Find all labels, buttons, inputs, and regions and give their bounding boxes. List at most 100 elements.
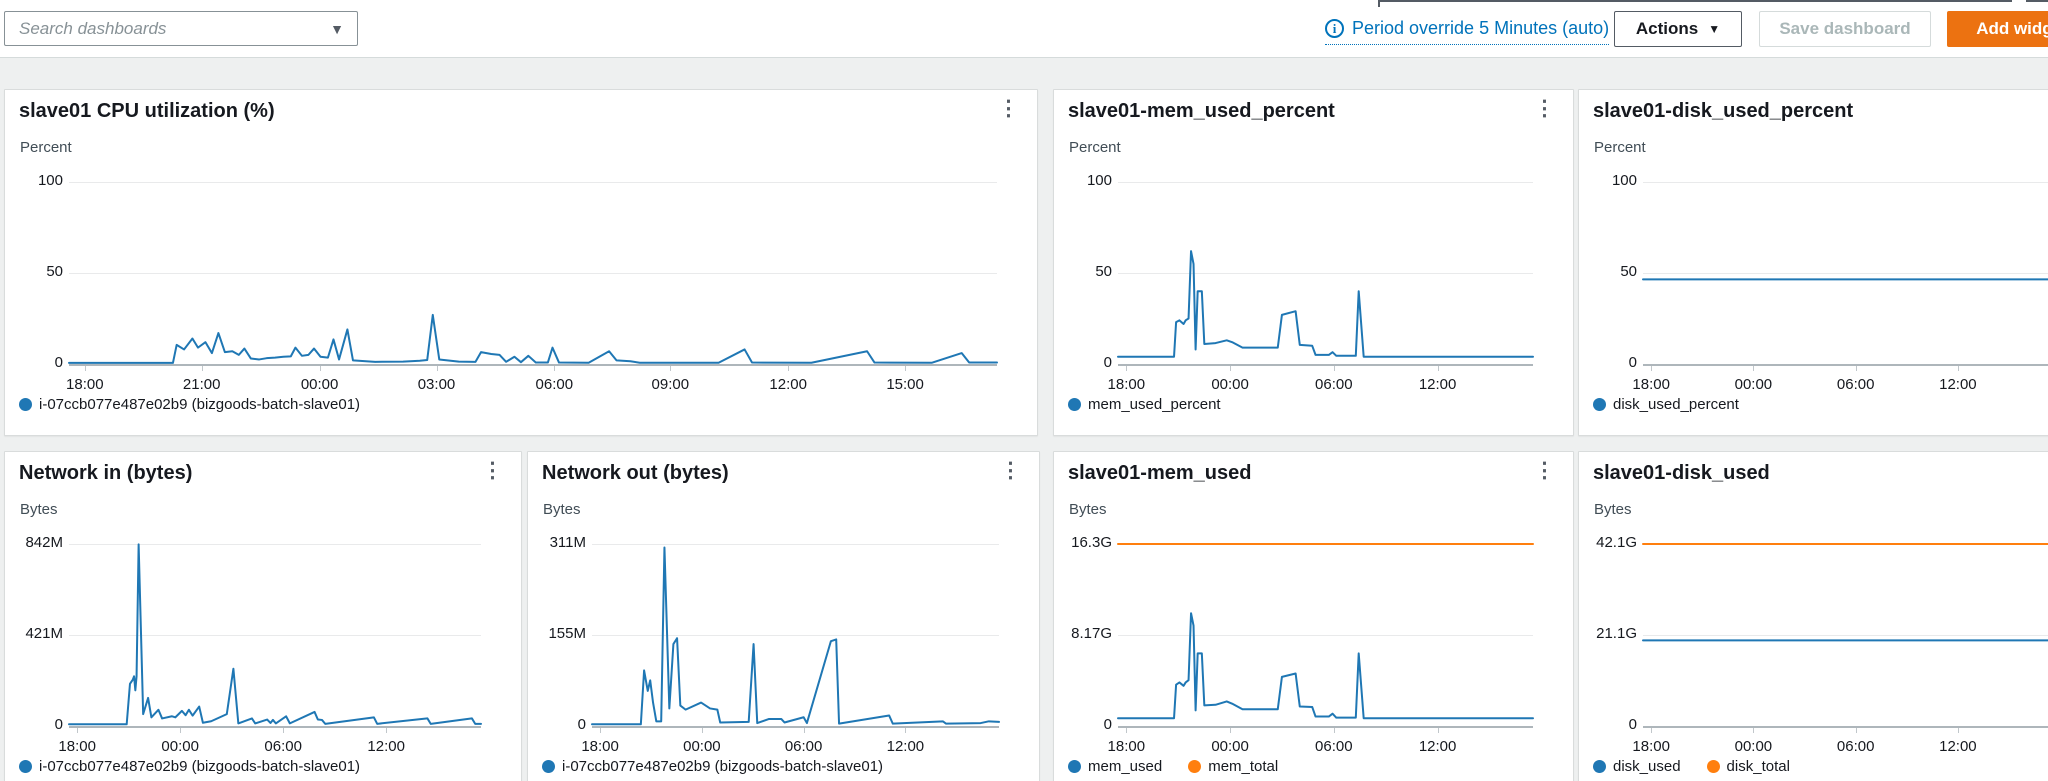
chart-plot-area: 100 50 0 18:00 00:00 06:00 12:00: [1054, 170, 1573, 410]
x-tick-mark: [1753, 366, 1755, 371]
y-tick-label: 421M: [25, 625, 63, 642]
kebab-menu-icon[interactable]: ⋮: [1000, 459, 1021, 482]
x-tick-label: 09:00: [651, 376, 690, 393]
x-tick-label: 12:00: [367, 738, 405, 755]
y-tick-label: 50: [1620, 263, 1637, 280]
widget-disk-used-percent: slave01-disk_used_percent Percent 100 50 0…: [1578, 89, 2048, 436]
legend-item[interactable]: mem_used: [1068, 758, 1162, 775]
widget-mem-used: slave01-mem_used ⋮ Bytes 16.3G 8.17G 0 18:0…: [1053, 451, 1574, 781]
add-widget-button[interactable]: Add widget: [1947, 11, 2048, 47]
x-tick-mark: [905, 366, 907, 371]
x-tick-mark: [600, 728, 602, 733]
y-tick-label: 0: [54, 716, 63, 733]
chevron-down-icon: ▼: [1708, 22, 1721, 36]
legend-item[interactable]: disk_used_percent: [1593, 396, 1739, 413]
x-tick-label: 00:00: [683, 738, 721, 755]
legend-swatch-icon: [1593, 398, 1606, 411]
legend-label: mem_used: [1088, 758, 1163, 775]
kebab-menu-icon[interactable]: ⋮: [1534, 459, 1555, 482]
widget-cpu-utilization: slave01 CPU utilization (%) ⋮ Percent 10…: [4, 89, 1038, 436]
x-tick-label: 12:00: [1939, 738, 1977, 755]
x-tick-mark: [180, 728, 182, 733]
chart-legend: disk_used disk_total: [1593, 758, 1790, 775]
legend-item[interactable]: i-07ccb077e487e02b9 (bizgoods-batch-slav…: [19, 396, 360, 413]
legend-item[interactable]: disk_total: [1706, 758, 1790, 775]
x-tick-label: 00:00: [1734, 376, 1773, 393]
legend-item[interactable]: i-07ccb077e487e02b9 (bizgoods-batch-slav…: [542, 758, 883, 775]
y-axis-unit-label: Bytes: [20, 501, 58, 518]
x-tick-label: 18:00: [58, 738, 96, 755]
chart-line-svg: [1118, 544, 1533, 726]
x-tick-label: 00:00: [300, 376, 339, 393]
y-tick-label: 311M: [549, 534, 586, 551]
legend-swatch-icon: [1068, 398, 1081, 411]
chart-plot-area: 100 50 0 18:00 00:00 06:00 12:00: [1579, 170, 2048, 410]
y-axis-unit-label: Percent: [20, 139, 72, 156]
x-tick-mark: [1333, 728, 1335, 733]
x-tick-label: 18:00: [1107, 738, 1146, 755]
actions-button[interactable]: Actions ▼: [1614, 11, 1742, 47]
legend-item[interactable]: mem_total: [1188, 758, 1278, 775]
x-tick-mark: [1651, 366, 1653, 371]
widget-network-out: Network out (bytes) ⋮ Bytes 311M 155M 0 18:…: [527, 451, 1040, 781]
y-gridline: [1118, 273, 1533, 274]
legend-label: disk_used_percent: [1613, 396, 1739, 413]
y-tick-label: 842M: [25, 534, 63, 551]
x-tick-mark: [1855, 366, 1857, 371]
x-axis-line: [69, 364, 997, 366]
legend-swatch-icon: [19, 760, 32, 773]
y-gridline: [69, 635, 481, 636]
y-gridline: [69, 544, 481, 545]
x-tick-label: 12:00: [886, 738, 925, 755]
legend-label: mem_used_percent: [1088, 396, 1221, 413]
legend-swatch-icon: [1706, 760, 1720, 773]
x-tick-mark: [803, 728, 805, 733]
x-tick-label: 00:00: [1734, 738, 1773, 755]
kebab-menu-icon[interactable]: ⋮: [1534, 97, 1555, 120]
widget-title: slave01-mem_used_percent: [1068, 100, 1335, 122]
y-tick-label: 42.1G: [1596, 534, 1637, 551]
kebab-menu-icon[interactable]: ⋮: [998, 97, 1019, 120]
chart-plot-area: 311M 155M 0 18:00 00:00 06:00 12:00: [528, 532, 1039, 772]
kebab-menu-icon[interactable]: ⋮: [482, 459, 503, 482]
y-tick-label: 21.1G: [1596, 625, 1637, 642]
y-tick-label: 50: [46, 263, 63, 280]
x-tick-label: 00:00: [161, 738, 199, 755]
add-widget-label: Add widget: [1976, 19, 2048, 38]
legend-label: i-07ccb077e487e02b9 (bizgoods-batch-slav…: [39, 758, 361, 775]
legend-swatch-icon: [1593, 760, 1606, 773]
y-gridline: [1118, 635, 1533, 636]
x-tick-mark: [1230, 366, 1232, 371]
x-tick-mark: [1651, 728, 1653, 733]
chart-line-svg: [69, 182, 997, 364]
legend-swatch-icon: [19, 398, 32, 411]
widget-title: slave01-disk_used: [1593, 462, 1770, 484]
y-tick-label: 100: [1086, 172, 1112, 189]
legend-item[interactable]: mem_used_percent: [1068, 396, 1221, 413]
chart-line-svg: [1643, 544, 2048, 726]
dashboard-search-combobox[interactable]: ▼: [4, 11, 358, 46]
x-tick-mark: [1437, 728, 1439, 733]
legend-swatch-icon: [542, 760, 555, 773]
y-axis-unit-label: Percent: [1594, 139, 1646, 156]
search-input[interactable]: [5, 18, 317, 39]
y-tick-label: 0: [1103, 716, 1112, 733]
y-gridline: [69, 273, 997, 274]
legend-label: i-07ccb077e487e02b9 (bizgoods-batch-slav…: [39, 396, 361, 413]
legend-item[interactable]: i-07ccb077e487e02b9 (bizgoods-batch-slav…: [19, 758, 360, 775]
legend-item[interactable]: disk_used: [1593, 758, 1681, 775]
period-override-link[interactable]: i Period override 5 Minutes (auto): [1325, 13, 1610, 45]
widget-network-in: Network in (bytes) ⋮ Bytes 842M 421M 0 18:0…: [4, 451, 522, 781]
chevron-down-icon[interactable]: ▼: [330, 20, 344, 37]
x-tick-label: 00:00: [1211, 738, 1249, 755]
widget-mem-used-percent: slave01-mem_used_percent ⋮ Percent 100 50…: [1053, 89, 1574, 436]
x-tick-label: 03:00: [417, 376, 456, 393]
x-tick-label: 15:00: [886, 376, 924, 393]
save-dashboard-button[interactable]: Save dashboard: [1759, 11, 1931, 47]
chart-legend: i-07ccb077e487e02b9 (bizgoods-batch-slav…: [19, 396, 360, 413]
x-tick-label: 12:00: [1418, 376, 1457, 393]
chart-plot-area: 100 50 0 18:00 21:00 00:00 03:00 06:00 09:00 12:0…: [5, 170, 1037, 410]
legend-label: disk_total: [1726, 758, 1790, 775]
chart-legend: i-07ccb077e487e02b9 (bizgoods-batch-slav…: [542, 758, 883, 775]
